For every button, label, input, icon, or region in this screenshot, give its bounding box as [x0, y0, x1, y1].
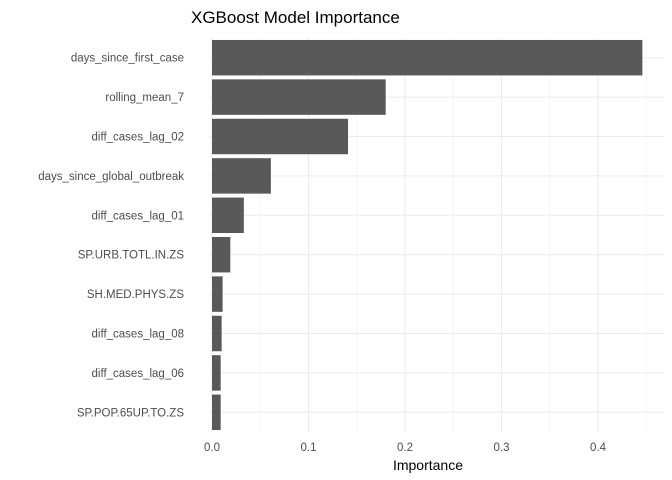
x-tick-labels: 0.0 0.1 0.2 0.3 0.4: [204, 442, 607, 454]
bar-diff-cases-lag-06: [212, 355, 221, 391]
bar-diff-cases-lag-02: [212, 118, 349, 155]
chart-title: XGBoost Model Importance: [191, 8, 400, 27]
x-axis-label: Importance: [393, 457, 463, 473]
y-tick-label: diff_cases_lag_06: [92, 368, 185, 380]
bars: [212, 39, 643, 431]
y-tick-label: diff_cases_lag_08: [92, 329, 185, 341]
x-tick-label: 0.4: [590, 442, 607, 454]
bar-diff-cases-lag-08: [212, 315, 222, 352]
bar-sp-pop-65up-to-zs: [212, 394, 221, 431]
x-tick-label: 0.1: [301, 442, 317, 454]
y-tick-label: SP.URB.TOTL.IN.ZS: [78, 250, 185, 262]
bar-diff-cases-lag-01: [212, 197, 244, 234]
bar-sh-med-phys-zs: [212, 276, 223, 312]
x-tick-label: 0.3: [494, 442, 510, 454]
y-tick-label: diff_cases_lag_01: [92, 210, 185, 222]
y-tick-label: days_since_first_case: [71, 53, 184, 65]
bar-days-since-first-case: [212, 39, 643, 76]
y-tick-label: SP.POP.65UP.TO.ZS: [77, 407, 185, 419]
x-tick-label: 0.2: [397, 442, 413, 454]
bar-sp-urb-totl-in-zs: [212, 236, 231, 273]
y-tick-label: SH.MED.PHYS.ZS: [87, 289, 184, 301]
y-tick-label: diff_cases_lag_02: [92, 132, 185, 144]
y-tick-label: rolling_mean_7: [105, 92, 184, 104]
y-tick-label: days_since_global_outbreak: [38, 171, 184, 183]
y-tick-labels: days_since_first_case rolling_mean_7 diff_…: [38, 53, 184, 420]
x-tick-label: 0.0: [204, 442, 220, 454]
bar-rolling-mean-7: [212, 79, 386, 115]
bar-days-since-global-outbreak: [212, 158, 271, 194]
